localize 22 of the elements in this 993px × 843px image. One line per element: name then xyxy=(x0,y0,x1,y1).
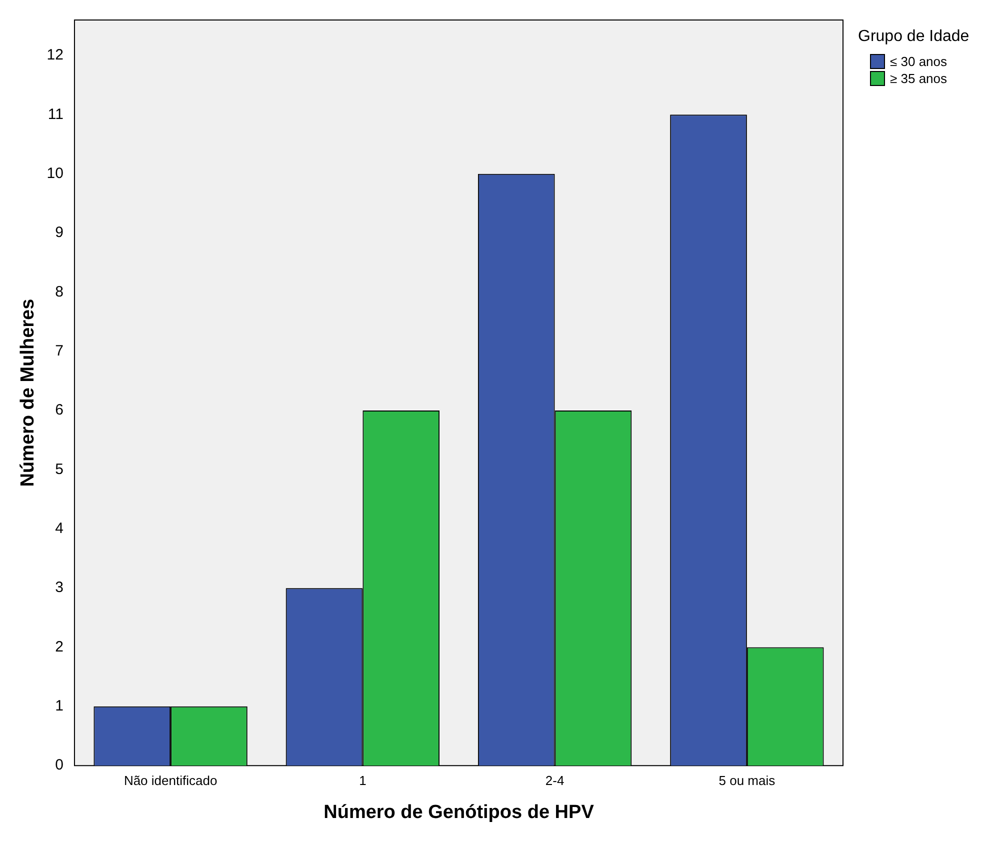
y-tick-label: 6 xyxy=(55,402,64,419)
y-tick-label: 0 xyxy=(55,756,64,774)
legend-label: ≤ 30 anos xyxy=(890,54,948,69)
x-axis-title: Número de Genótipos de HPV xyxy=(324,802,594,823)
y-tick-label: 3 xyxy=(55,579,64,596)
y-tick-label: 5 xyxy=(55,460,64,478)
y-axis-title: Número de Mulheres xyxy=(18,298,39,487)
y-tick-label: 2 xyxy=(55,638,64,656)
y-tick-label: 9 xyxy=(55,224,64,242)
x-tick-label: 1 xyxy=(359,772,366,788)
y-tick-label: 7 xyxy=(55,342,64,360)
legend-label: ≥ 35 anos xyxy=(890,71,948,86)
x-tick-label: 2-4 xyxy=(545,772,564,788)
x-tick-label: Não identificado xyxy=(124,772,218,788)
y-tick-label: 8 xyxy=(55,283,64,300)
y-tick-label: 4 xyxy=(55,520,64,538)
y-tick-label: 12 xyxy=(46,46,64,64)
y-tick-label: 10 xyxy=(46,164,64,182)
legend-title: Grupo de Idade xyxy=(858,28,970,46)
y-tick-label: 1 xyxy=(55,698,64,715)
x-tick-label: 5 ou mais xyxy=(718,772,776,788)
y-tick-label: 11 xyxy=(48,106,64,123)
